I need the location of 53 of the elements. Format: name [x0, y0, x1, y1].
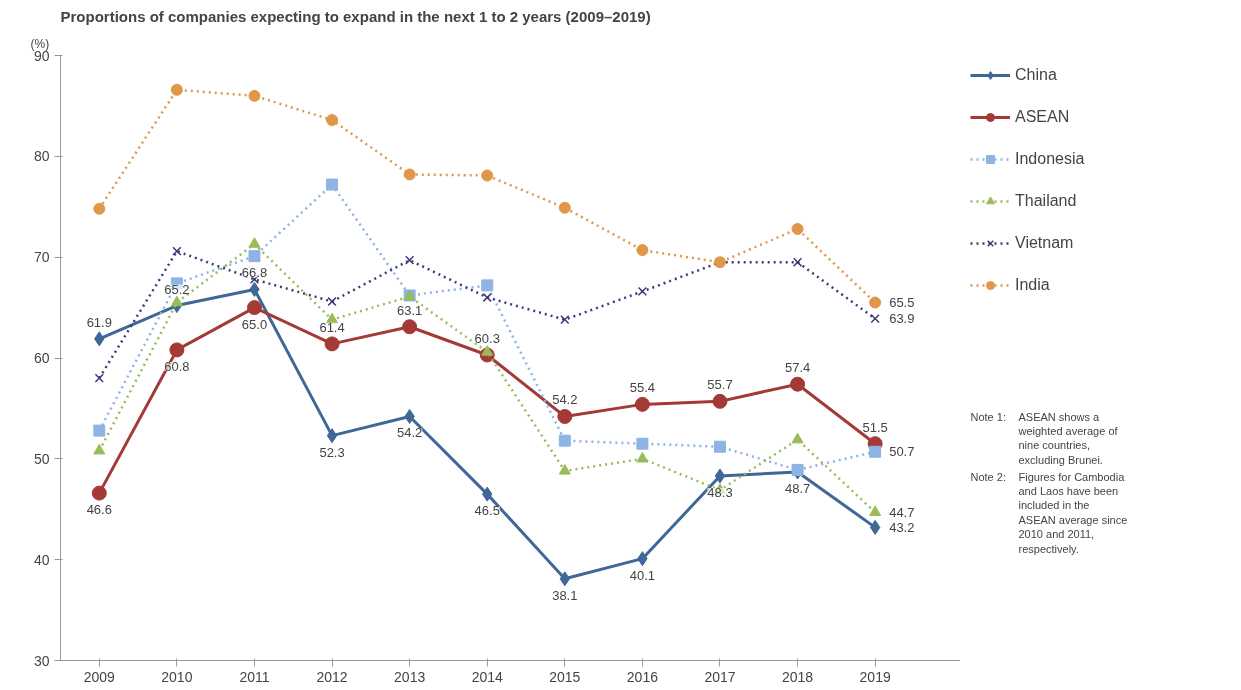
data-label: 66.8 [241, 265, 268, 281]
x-tick-label: 2019 [859, 668, 891, 685]
x-tick-label: 2015 [549, 668, 581, 685]
data-label: 65.0 [241, 316, 268, 332]
y-tick-label: 50 [33, 450, 50, 467]
y-tick-label: 70 [33, 249, 50, 266]
data-label: 48.7 [784, 480, 811, 496]
x-tick-label: 2012 [316, 668, 348, 685]
data-label: 44.7 [889, 504, 915, 520]
y-tick-label: 60 [33, 350, 50, 366]
data-label: 38.1 [552, 587, 578, 603]
x-tick-label: 2016 [626, 668, 659, 685]
x-tick-label: 2013 [394, 668, 426, 685]
y-axis-title: (%) [30, 36, 50, 51]
legend-label: India [1015, 276, 1050, 294]
legend-label: Vietnam [1015, 234, 1074, 252]
data-label: 54.2 [552, 392, 578, 408]
y-tick-label: 40 [33, 551, 50, 568]
data-label: 46.6 [86, 502, 112, 518]
data-label: 50.7 [889, 444, 915, 460]
data-label: 57.4 [784, 360, 811, 376]
data-label: 63.1 [396, 302, 423, 318]
y-tick-label: 80 [33, 148, 50, 165]
data-label: 60.3 [474, 330, 500, 346]
data-label: 55.7 [707, 377, 733, 393]
data-label: 60.8 [164, 358, 190, 374]
x-tick-label: 2009 [83, 668, 116, 685]
y-tick-label: 30 [33, 652, 50, 669]
data-label: 52.3 [319, 444, 345, 460]
data-label: 51.5 [862, 419, 888, 435]
text: Note 1: ASEAN shows a weighted average of nine countries, excluding Brunei. [970, 410, 1119, 466]
x-tick-label: 2010 [161, 668, 193, 685]
data-label: 46.5 [474, 503, 500, 519]
chart-title: Proportions of companies expecting to expand in the next 1 to 2 years (2009–2019) [60, 7, 651, 25]
legend-label: Thailand [1015, 192, 1077, 210]
data-label: 48.3 [707, 484, 733, 500]
data-label: 63.9 [889, 311, 915, 327]
legend-label: Indonesia [1015, 150, 1085, 168]
data-label: 61.9 [86, 314, 112, 330]
legend-label: China [1015, 66, 1057, 84]
data-label: 54.2 [396, 425, 423, 441]
x-tick-label: 2018 [782, 668, 814, 685]
text: Note 2: Figures for Cambodia and Laos have been included in the ASEAN average since 2010 and 2011, respectively. [970, 470, 1128, 555]
x-tick-label: 2011 [239, 668, 270, 685]
x-tick-label: 2014 [471, 668, 504, 685]
data-label: 55.4 [629, 380, 656, 396]
data-label: 40.1 [629, 567, 656, 583]
data-label: 65.2 [164, 281, 190, 297]
data-label: 65.5 [889, 295, 915, 311]
data-label: 43.2 [889, 519, 915, 535]
legend-label: ASEAN [1015, 108, 1070, 126]
data-label: 61.4 [319, 319, 345, 335]
x-tick-label: 2017 [704, 668, 736, 685]
